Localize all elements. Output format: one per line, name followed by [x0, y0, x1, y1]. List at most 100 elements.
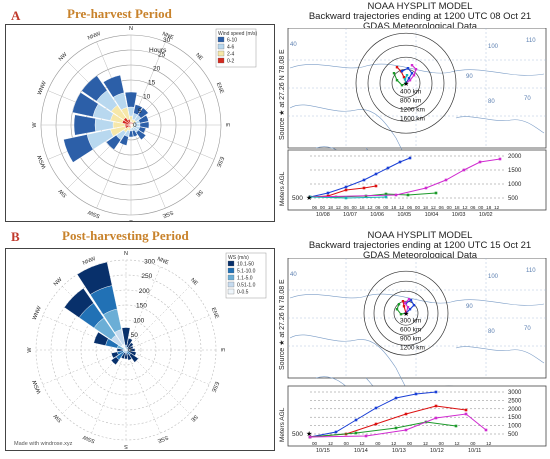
profile-marker	[434, 191, 438, 195]
direction-label-w: W	[32, 122, 38, 128]
distance-ring-label: 1200 km	[400, 345, 425, 352]
map-grid-number: 90	[466, 74, 473, 80]
profile-x-tick: 06	[312, 205, 318, 210]
profile-marker	[462, 168, 466, 172]
trajectory-marker	[404, 312, 408, 315]
panel-b-label: B	[11, 229, 20, 244]
hysplit-b-title: NOAA HYSPLIT MODEL Backward trajectories…	[290, 231, 550, 261]
radial-tick-label: 30	[163, 37, 171, 44]
direction-label-wnw: WNW	[37, 80, 48, 96]
direction-label-ene: ENE	[210, 307, 220, 320]
distance-ring-label: 600 km	[400, 327, 421, 334]
profile-marker	[444, 178, 448, 182]
profile-marker	[334, 430, 338, 434]
profile-marker	[484, 428, 488, 432]
profile-x-tick: 18	[423, 205, 429, 210]
profile-x-tick: 06	[407, 205, 413, 210]
profile-x-tick: 00	[478, 205, 484, 210]
direction-label-ne: NE	[194, 52, 204, 62]
profile-date-label: 10/14	[354, 448, 368, 454]
grid-spoke	[125, 349, 210, 385]
trajectory-marker	[395, 79, 399, 82]
windrose-credit: Made with windrose.xyz	[14, 441, 73, 447]
profile-x-tick: 12	[423, 441, 429, 446]
direction-label-nnw: NNW	[87, 31, 102, 42]
trajectory-marker	[412, 304, 416, 307]
grid-spoke	[125, 286, 190, 351]
profile-x-tick: 00	[383, 205, 389, 210]
radial-tick-label: 100	[133, 317, 144, 324]
profile-x-tick: 00	[375, 441, 381, 446]
trajectory-marker	[412, 74, 416, 77]
grid-spoke	[91, 349, 127, 434]
legend-swatch	[217, 43, 225, 50]
hysplit-a: 40 110 100 90 80 70 Source ★ at 27.26 N 78.08 …	[276, 27, 548, 226]
profile-x-tick: 06	[439, 205, 445, 210]
rose-bar-ese	[138, 126, 146, 134]
profile-x-tick: 12	[336, 205, 342, 210]
trajectory-marker	[407, 298, 411, 301]
profile-marker	[326, 191, 330, 195]
grid-spoke	[62, 349, 127, 414]
source-star: ★	[403, 80, 409, 88]
profile-marker	[334, 195, 338, 199]
hysplit-a-map: 40 110 100 90 80 70 Source ★ at 27.26 N 78.08 …	[278, 27, 547, 218]
profile-marker	[394, 396, 398, 400]
rose-bar-w	[73, 114, 96, 136]
rose-bar-sw	[106, 134, 122, 150]
trajectory-marker	[408, 79, 412, 82]
trajectory-marker	[402, 305, 406, 308]
grid-spoke	[125, 266, 161, 351]
grid-ring	[110, 334, 142, 366]
trajectory-marker	[409, 299, 413, 302]
profile-frame	[287, 385, 547, 447]
profile-marker	[308, 195, 312, 199]
profile-y-tick: 1500	[508, 415, 522, 421]
profile-marker	[384, 192, 388, 196]
direction-label-nne: NNE	[156, 256, 169, 266]
direction-label-sse: SSE	[156, 434, 169, 444]
profile-x-tick: 00	[344, 441, 350, 446]
profile-x-tick: 00	[320, 205, 326, 210]
distance-ring-label: 800 km	[400, 98, 421, 105]
profile-start-label: 500	[292, 195, 303, 202]
profile-x-tick: 00	[470, 441, 476, 446]
legend-title: Wind speed (m/s)	[218, 31, 258, 37]
radial-tick-label: 10	[143, 94, 151, 101]
trajectory-marker	[406, 67, 410, 70]
direction-label-se: SE	[194, 188, 204, 198]
profile-start-label: 500	[292, 431, 303, 438]
rose-bar-wsw	[63, 134, 94, 163]
profile-source-star: ★	[306, 194, 312, 202]
profile-x-tick: 12	[399, 205, 405, 210]
direction-label-wsw: WSW	[37, 153, 48, 169]
profile-x-tick: 12	[367, 205, 373, 210]
profile-marker	[498, 157, 502, 161]
hysplit-a-title-line2: Backward trajectories ending at 1200 UTC…	[308, 11, 532, 22]
rose-bar-ne	[137, 107, 149, 119]
direction-label-ne: NE	[189, 277, 199, 287]
post-harvest-title: Post-harvesting Period	[62, 228, 189, 243]
direction-label-ese: ESE	[210, 381, 220, 394]
profile-x-tick: 18	[455, 205, 461, 210]
profile-x-tick: 00	[415, 205, 421, 210]
profile-marker	[434, 416, 438, 420]
direction-label-w: W	[27, 347, 33, 353]
distance-ring	[373, 280, 439, 346]
profile-marker	[398, 160, 402, 164]
rose-legend: WS (m/s)10.1-505.1-10.01.1-5.00.51-1.00-…	[225, 252, 267, 299]
grid-spoke	[125, 349, 161, 434]
radial-tick-label: 50	[131, 332, 139, 339]
legend-label: 0.51-1.0	[237, 283, 256, 289]
source-label: Source ★ at 27.26 N 78.08 E	[278, 279, 286, 370]
profile-marker	[408, 156, 412, 160]
distance-ring-label: 1200 km	[400, 107, 425, 114]
legend-swatch	[227, 281, 235, 288]
profile-date-label: 10/03	[452, 212, 466, 218]
map-grid-number: 70	[524, 96, 531, 102]
profile-x-tick: 00	[447, 205, 453, 210]
profile-marker	[362, 178, 366, 182]
profile-y-tick: 1000	[508, 424, 522, 430]
legend-swatch	[227, 274, 235, 281]
radial-tick-label: 250	[141, 273, 152, 280]
